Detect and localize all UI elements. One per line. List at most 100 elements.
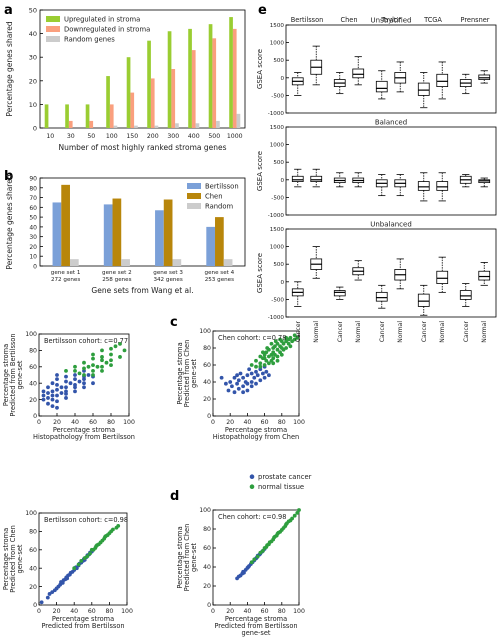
chart-a-bar — [106, 76, 110, 128]
chart-c_right-ylabel: Percentage stroma — [176, 342, 184, 404]
chart-d_left: 0 20 40 60 80 100 0 20 40 60 80 100 Bertilsson cohor… — [2, 510, 133, 630]
chart-e-box — [436, 73, 449, 87]
chart-c_right-point — [288, 335, 293, 340]
chart-c_left-xtick-label: 20 — [53, 419, 61, 426]
chart-c_left-point — [55, 387, 59, 392]
chart-a-legend-swatch — [46, 26, 60, 32]
chart-c_right-annotation: Chen cohort: c=0.78 — [218, 334, 286, 342]
chart-c_left-point — [50, 393, 55, 398]
chart-c_right-ytick-label: 60 — [203, 362, 211, 369]
chart-c_right-xtick-label: 80 — [278, 419, 286, 426]
chart-a-xtick-label: 100 — [106, 133, 118, 140]
chart-c_left-point — [50, 404, 55, 409]
chart-c_left: 0 20 40 60 80 100 0 20 40 60 80 100 Bertilsson cohor… — [2, 331, 135, 441]
chart-c_right-point — [232, 390, 237, 395]
chart-d_left-annotation: Bertilsson cohort: c=0.98 — [44, 516, 128, 524]
chart-b-bar — [163, 199, 173, 266]
chart-c_right: 0 20 40 60 80 100 0 20 40 60 80 100 Chen cohort: c=0… — [176, 328, 305, 441]
chart-d_right-ylabel: gene-set — [190, 543, 198, 572]
chart-e-subplot-title: Balanced — [375, 119, 407, 127]
chart-c_left-point — [46, 401, 50, 406]
chart-b-bar — [61, 184, 70, 266]
chart-a-bar — [191, 50, 196, 129]
chart-a-ytick-label: 10 — [29, 101, 37, 109]
chart-e-ytick-label: 0 — [280, 76, 284, 82]
chart-a-bar — [68, 120, 73, 128]
chart-e-group-label: Normal — [397, 321, 404, 343]
chart-a-xtick-label: 200 — [147, 133, 159, 140]
chart-cd-legend-marker — [249, 474, 255, 480]
chart-b-frame — [39, 177, 246, 267]
chart-b-ytick-label: 70 — [29, 195, 37, 202]
chart-c_right-point — [275, 358, 280, 363]
chart-c_right-point — [254, 358, 258, 363]
chart-d_left-point — [50, 590, 55, 595]
chart-c_right-point — [275, 347, 280, 352]
chart-c_right-point — [262, 356, 267, 361]
chart-c_right-point — [273, 344, 277, 349]
chart-d_left-xtick-label: 80 — [105, 608, 113, 615]
chart-c_right-ytick-label: 20 — [203, 396, 211, 403]
chart-c_left-point — [59, 391, 64, 395]
chart-c_right-point — [258, 361, 263, 366]
chart-b-legend-label: Bertilsson — [205, 183, 239, 191]
chart-c_right-point — [271, 356, 276, 361]
chart-d_right-point — [242, 570, 246, 575]
chart-d_left-frame — [38, 512, 128, 606]
chart-c_right-point — [254, 369, 258, 374]
chart-c_left-ylabel: gene-set — [16, 360, 24, 389]
chart-c_right-point — [226, 388, 231, 393]
chart-c_right-ylabel: Predicted from Chen — [183, 340, 191, 408]
panel-label-d: d — [170, 489, 179, 504]
chart-e-cohort-label: TCGA — [423, 16, 442, 24]
chart-c_right-xtick-label: 60 — [261, 419, 269, 426]
chart-c_left-frame — [38, 333, 130, 417]
chart-a-ytick-label: 0 — [33, 125, 37, 133]
chart-a-xtick-label: 300 — [167, 133, 179, 140]
chart-c_left-point — [77, 371, 82, 376]
chart-e-cohort-label: Bertilsson — [291, 16, 324, 24]
chart-d_right: 0 20 40 60 80 100 0 20 40 60 80 100 Chen cohort: c=0… — [176, 507, 305, 637]
chart-d_right-point — [295, 510, 300, 515]
chart-d_right-xtick-label: 60 — [261, 608, 269, 615]
chart-d_right-point — [249, 560, 254, 565]
chart-a-legend-swatch — [46, 16, 60, 22]
chart-c_right-point — [230, 384, 234, 389]
chart-a-xtick-label: 400 — [188, 133, 200, 140]
chart-c_right-xtick-label: 20 — [226, 419, 234, 426]
chart-a-xtick-label: 150 — [126, 133, 138, 140]
chart-c_left-point — [82, 381, 86, 386]
chart-c_right-point — [249, 363, 254, 367]
chart-b-ytick-label: 60 — [29, 205, 37, 212]
chart-c_right-ylabel: gene-set — [190, 359, 198, 388]
chart-c_right-point — [264, 369, 269, 374]
chart-e-ytick-label: 500 — [273, 58, 284, 64]
chart-b-xlabel: Gene sets from Wang et al. — [91, 286, 193, 295]
chart-c_right-point — [219, 375, 224, 380]
chart-c_right-point — [255, 373, 260, 378]
chart-c_left-annotation: Bertilsson cohort: c=0.77 — [44, 337, 128, 345]
chart-d_right-ylabel: Percentage stroma — [176, 526, 184, 588]
chart-cd-legend: prostate cancer normal tissue — [249, 473, 312, 491]
chart-c_left-point — [46, 391, 50, 395]
chart-c_left-point — [55, 377, 59, 381]
chart-c_left-point — [118, 355, 122, 359]
chart-a-bar — [208, 24, 213, 128]
chart-d_left-point — [82, 556, 87, 560]
chart-e-group-label: Cancer — [463, 320, 470, 342]
chart-a-bar — [89, 120, 94, 128]
chart-a-bar — [44, 104, 49, 128]
chart-e-cohort-label: Chen — [340, 16, 357, 24]
chart-a-bar — [236, 113, 241, 128]
chart-a-ytick-label: 50 — [29, 7, 37, 15]
chart-b-ytick-label: 10 — [29, 254, 37, 261]
chart-b-xtick-label: gene set 2 — [102, 270, 132, 276]
chart-c_left-ytick-label: 20 — [29, 397, 37, 404]
chart-b-ytick-label: 40 — [29, 224, 37, 231]
chart-b-bar — [52, 202, 62, 266]
chart-c_right-xtick-label: 0 — [211, 419, 215, 426]
chart-d_right-point — [290, 516, 295, 521]
chart-c_left-point — [100, 364, 104, 369]
